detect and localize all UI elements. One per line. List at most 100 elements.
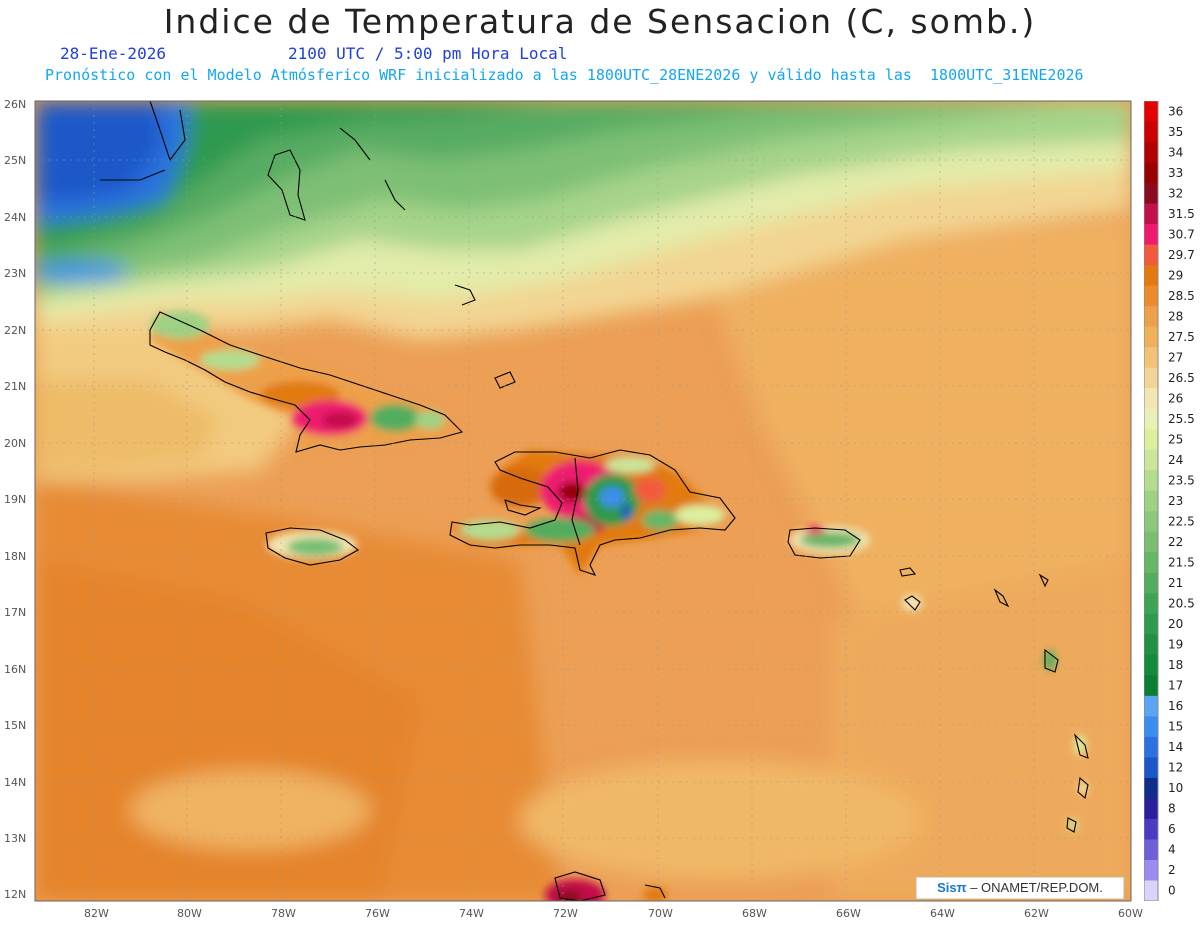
longitude-axis: 82W 80W 78W 76W 74W 72W 70W 68W 66W 64W … — [84, 907, 1143, 920]
legend-swatch — [1144, 839, 1158, 861]
legend-swatch — [1144, 531, 1158, 553]
legend-label: 6 — [1168, 822, 1176, 836]
coastlines — [100, 101, 1089, 901]
legend-frame — [1144, 101, 1159, 901]
legend-label: 29 — [1168, 268, 1183, 282]
lon-label: 80W — [177, 907, 202, 920]
legend-label: 25 — [1168, 432, 1183, 446]
map-frame — [34, 100, 1132, 902]
lat-label: 17N — [4, 606, 26, 619]
legend-swatch — [1144, 777, 1158, 799]
legend-swatch — [1144, 449, 1158, 471]
legend-label: 8 — [1168, 802, 1176, 816]
forecast-time: 2100 UTC / 5:00 pm Hora Local — [288, 44, 568, 63]
legend-swatch — [1144, 306, 1158, 328]
legend-label: 31.5 — [1168, 207, 1195, 221]
legend-swatch — [1144, 511, 1158, 533]
legend-label: 26.5 — [1168, 371, 1195, 385]
legend-label: 10 — [1168, 781, 1183, 795]
legend-label: 29.7 — [1168, 248, 1195, 262]
legend-swatch — [1144, 593, 1158, 615]
legend-label: 22 — [1168, 535, 1183, 549]
legend-swatch — [1144, 798, 1158, 820]
lat-label: 23N — [4, 267, 26, 280]
lat-label: 24N — [4, 211, 26, 224]
legend-label: 2 — [1168, 863, 1176, 877]
temperature-field — [35, 101, 1131, 901]
legend-swatch — [1144, 142, 1158, 164]
legend-label: 36 — [1168, 104, 1183, 118]
legend-label: 0 — [1168, 884, 1176, 898]
legend-swatch — [1144, 654, 1158, 676]
legend-label: 16 — [1168, 699, 1183, 713]
legend-label: 28 — [1168, 309, 1183, 323]
lat-label: 16N — [4, 663, 26, 676]
legend-swatch — [1144, 716, 1158, 738]
legend-label: 26 — [1168, 391, 1183, 405]
lon-label: 76W — [365, 907, 390, 920]
legend-label: 27.5 — [1168, 330, 1195, 344]
lon-label: 70W — [648, 907, 673, 920]
legend-label: 17 — [1168, 679, 1183, 693]
legend-label: 18 — [1168, 658, 1183, 672]
lat-label: 12N — [4, 888, 26, 901]
legend-swatch — [1144, 552, 1158, 574]
lat-label: 20N — [4, 437, 26, 450]
legend-label: 23 — [1168, 494, 1183, 508]
legend-swatch — [1144, 388, 1158, 410]
lon-label: 62W — [1024, 907, 1049, 920]
legend-swatch — [1144, 470, 1158, 492]
legend-swatch — [1144, 347, 1158, 369]
legend-swatch — [1144, 490, 1158, 512]
lat-label: 13N — [4, 832, 26, 845]
lon-label: 72W — [553, 907, 578, 920]
lat-label: 15N — [4, 719, 26, 732]
legend-swatch — [1144, 695, 1158, 717]
legend-label: 28.5 — [1168, 289, 1195, 303]
lat-label: 25N — [4, 154, 26, 167]
lat-label: 19N — [4, 493, 26, 506]
legend-swatch — [1144, 326, 1158, 348]
legend-swatch — [1144, 613, 1158, 635]
legend-label: 27 — [1168, 350, 1183, 364]
legend-swatch — [1144, 101, 1158, 123]
lon-label: 74W — [459, 907, 484, 920]
legend-swatch — [1144, 162, 1158, 184]
map-title: Indice de Temperatura de Sensacion (C, s… — [163, 2, 1037, 41]
forecast-date: 28-Ene-2026 — [60, 44, 166, 63]
lat-label: 22N — [4, 324, 26, 337]
legend-label: 22.5 — [1168, 515, 1195, 529]
legend-swatch — [1144, 859, 1158, 881]
legend-label: 32 — [1168, 186, 1183, 200]
lon-label: 60W — [1118, 907, 1143, 920]
lon-label: 82W — [84, 907, 109, 920]
legend-swatch — [1144, 757, 1158, 779]
legend-swatch — [1144, 183, 1158, 205]
legend-swatch — [1144, 880, 1158, 901]
credit-box: Sisπ – ONAMET/REP.DOM. — [916, 877, 1124, 899]
model-info: Pronóstico con el Modelo Atmósferico WRF… — [45, 66, 1084, 84]
legend-label: 15 — [1168, 720, 1183, 734]
legend-label: 34 — [1168, 145, 1183, 159]
legend-swatch — [1144, 121, 1158, 143]
legend-label: 14 — [1168, 740, 1183, 754]
lat-label: 26N — [4, 98, 26, 111]
lon-label: 78W — [271, 907, 296, 920]
credit-text: – ONAMET/REP.DOM. — [970, 880, 1103, 895]
legend-swatch — [1144, 572, 1158, 594]
legend-swatch — [1144, 818, 1158, 840]
legend-label: 21.5 — [1168, 556, 1195, 570]
legend-swatch — [1144, 408, 1158, 430]
legend-label: 23.5 — [1168, 473, 1195, 487]
legend-swatch — [1144, 203, 1158, 225]
sispi-logo-text: Sisπ — [937, 880, 967, 895]
lon-label: 68W — [742, 907, 767, 920]
legend-swatch — [1144, 265, 1158, 287]
latitude-axis: 26N 25N 24N 23N 22N 21N 20N 19N 18N 17N … — [4, 98, 26, 901]
legend-label: 33 — [1168, 166, 1183, 180]
legend-swatch — [1144, 429, 1158, 451]
legend-label: 20.5 — [1168, 597, 1195, 611]
legend-label: 12 — [1168, 761, 1183, 775]
legend-swatch — [1144, 634, 1158, 656]
